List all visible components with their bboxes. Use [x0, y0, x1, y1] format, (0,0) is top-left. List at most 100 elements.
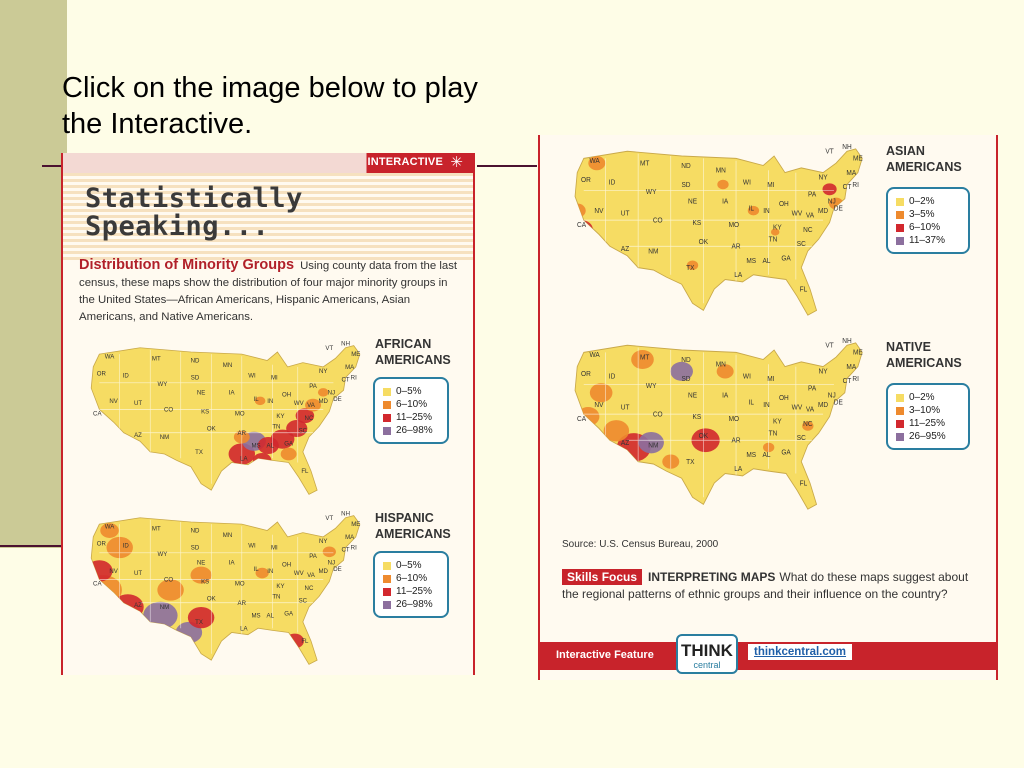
state-label-wy: WY — [646, 189, 657, 196]
us-map-svg: WA OR ID MT ND SD WY NV UT CO CA AZ NM NE KS OK TX MN IA MO… — [90, 511, 360, 665]
thinkcentral-link[interactable]: thinkcentral.com — [748, 644, 853, 660]
interactive-image-right[interactable]: WA OR ID MT ND SD WY NV UT CO CA AZ NM NE KS OK TX MN IA MO… — [538, 135, 998, 680]
county-density-patch — [575, 203, 586, 218]
state-label-fl: FL — [800, 480, 808, 487]
state-label-ma: MA — [846, 170, 856, 177]
state-label-tx: TX — [195, 449, 204, 456]
state-label-ms: MS — [746, 452, 756, 459]
state-label-ar: AR — [731, 243, 740, 250]
legend-item: 3–5% — [896, 208, 962, 221]
map-asian-americans: WA OR ID MT ND SD WY NV UT CO CA AZ NM NE KS OK TX MN IA MO… — [562, 137, 872, 327]
state-label-me: ME — [351, 351, 360, 358]
state-label-tx: TX — [686, 459, 695, 466]
interactive-feature-label: Interactive Feature — [556, 649, 654, 661]
state-label-fl: FL — [301, 468, 309, 475]
interactive-image-left[interactable]: INTERACTIVE ✳ Statistically Speaking... … — [61, 153, 475, 675]
state-label-nv: NV — [594, 208, 603, 215]
legend-label: 26–95% — [909, 431, 946, 442]
map-label-line2: AMERICANS — [375, 353, 451, 367]
state-borders — [99, 349, 334, 484]
state-label-md: MD — [818, 208, 828, 215]
legend-swatch — [896, 419, 904, 428]
state-label-mt: MT — [152, 355, 161, 362]
state-label-az: AZ — [134, 432, 142, 439]
state-label-nd: ND — [191, 358, 200, 365]
state-label-ky: KY — [773, 224, 782, 231]
state-label-wa: WA — [589, 158, 600, 165]
legend-label: 11–37% — [909, 235, 945, 246]
legend-swatch — [896, 432, 904, 441]
state-label-ri: RI — [351, 375, 357, 382]
state-label-wv: WV — [792, 404, 803, 411]
state-label-ia: IA — [722, 392, 729, 399]
state-label-pa: PA — [309, 553, 318, 560]
state-label-sc: SC — [299, 428, 308, 435]
state-label-id: ID — [123, 372, 130, 379]
state-label-ms: MS — [251, 613, 260, 620]
state-label-mi: MI — [271, 375, 278, 382]
state-label-sd: SD — [191, 545, 200, 552]
legend-swatch — [896, 406, 904, 415]
state-label-az: AZ — [621, 246, 629, 253]
legend-item: 6–10% — [383, 398, 441, 411]
map-native-americans: WA OR ID MT ND SD WY NV UT CO CA AZ NM NE KS OK TX MN IA MO… — [562, 331, 872, 521]
state-label-ga: GA — [284, 610, 294, 617]
legend-swatch — [896, 210, 904, 219]
section-heading: Distribution of Minority Groups — [79, 257, 295, 273]
county-density-patch — [588, 156, 606, 171]
legend-swatch — [383, 426, 391, 435]
map-label-line2: AMERICANS — [886, 356, 962, 370]
state-borders — [99, 519, 334, 654]
state-label-tx: TX — [686, 265, 695, 272]
state-label-mi: MI — [271, 545, 278, 552]
state-label-ne: NE — [688, 392, 697, 399]
legend-swatch — [383, 400, 391, 409]
state-label-wi: WI — [743, 373, 751, 380]
intro-paragraph: Distribution of Minority Groups Using cou… — [79, 257, 459, 326]
county-density-patch — [322, 546, 336, 558]
state-label-pa: PA — [808, 191, 817, 198]
legend-item: 0–2% — [896, 391, 962, 404]
interactive-banner[interactable]: INTERACTIVE ✳ — [63, 153, 473, 173]
legend-label: 6–10% — [396, 399, 428, 410]
county-density-patch — [770, 228, 780, 236]
state-label-de: DE — [834, 205, 843, 212]
think-central-logo[interactable]: THINK central — [676, 634, 738, 674]
state-label-al: AL — [762, 452, 770, 459]
state-label-az: AZ — [621, 440, 629, 447]
state-label-ut: UT — [134, 400, 142, 407]
legend-label: 0–5% — [396, 386, 422, 397]
state-label-ct: CT — [843, 184, 852, 191]
state-label-ut: UT — [621, 210, 630, 217]
state-label-vt: VT — [325, 515, 333, 522]
state-label-mi: MI — [767, 376, 774, 383]
state-label-nc: NC — [803, 227, 812, 234]
state-label-tn: TN — [272, 423, 280, 430]
state-label-nh: NH — [341, 511, 350, 518]
legend-hispanic-americans: 0–5% 6–10% 11–25% 26–98% — [373, 551, 449, 618]
map-label-line1: NATIVE — [886, 340, 931, 354]
legend-label: 26–98% — [396, 599, 433, 610]
state-label-fl: FL — [301, 638, 309, 645]
state-label-or: OR — [581, 371, 591, 378]
state-label-va: VA — [307, 402, 316, 409]
interactive-feature-bar: Interactive Feature THINK central thinkc… — [540, 634, 996, 674]
state-label-wa: WA — [105, 353, 115, 360]
map-label-line2: AMERICANS — [886, 160, 962, 174]
title-line-2: Speaking... — [85, 211, 270, 242]
state-label-ga: GA — [781, 449, 791, 456]
state-label-la: LA — [734, 466, 742, 473]
state-label-il: IL — [254, 566, 260, 573]
county-density-patch — [589, 383, 613, 403]
state-label-wi: WI — [248, 542, 256, 549]
county-density-patch — [317, 388, 329, 397]
map-hispanic-americans: WA OR ID MT ND SD WY NV UT CO CA AZ NM NE KS OK TX MN IA MO… — [79, 505, 369, 675]
state-label-ok: OK — [699, 433, 709, 440]
state-label-nv: NV — [109, 568, 118, 575]
state-label-ut: UT — [621, 404, 630, 411]
skills-text: What do these maps suggest about the reg… — [562, 570, 969, 601]
legend-item: 11–25% — [896, 417, 962, 430]
state-label-id: ID — [609, 373, 616, 380]
state-label-mt: MT — [640, 354, 650, 361]
legend-swatch — [383, 387, 391, 396]
